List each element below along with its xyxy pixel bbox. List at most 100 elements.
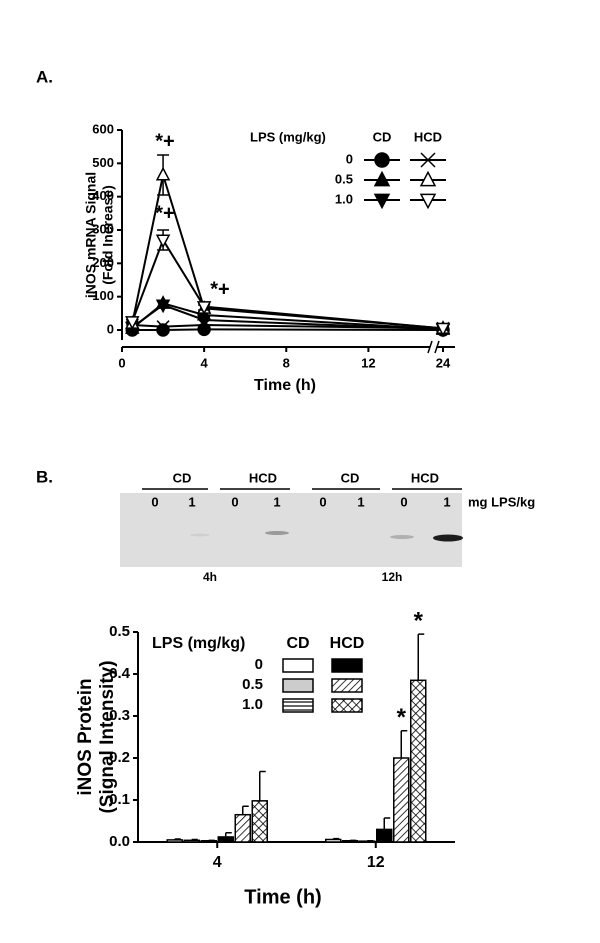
x-tick-label: 4: [213, 854, 222, 871]
legend-row: 0: [255, 656, 263, 673]
annotation: *: [397, 704, 407, 731]
x-tick-label: 4: [201, 355, 209, 370]
axis-break: [427, 340, 433, 354]
y-tick-label: 500: [92, 155, 114, 170]
legend-swatch: [282, 698, 314, 713]
y-axis-label: (Fold Increase): [100, 185, 116, 285]
panel-label: A.: [36, 67, 53, 86]
y-tick-label: 200: [92, 255, 114, 270]
bar: [217, 836, 234, 843]
y-tick-label: 100: [92, 288, 114, 303]
legend-marker: [419, 170, 437, 187]
series-line: [132, 328, 444, 331]
legend-marker: [373, 170, 391, 187]
blot-dose: 1: [273, 494, 280, 509]
axis-break: [434, 340, 440, 354]
legend-title: LPS (mg/kg): [250, 129, 326, 144]
marker: [196, 314, 212, 329]
error-bar: [383, 817, 391, 830]
blot-time: 12h: [382, 570, 403, 584]
legend-marker: [420, 152, 436, 168]
panel-label: B.: [36, 467, 53, 486]
x-axis-label: Time (h): [244, 886, 321, 908]
y-tick-label: 0.0: [109, 833, 130, 850]
legend-marker: [374, 152, 390, 168]
y-tick-label: 0.5: [109, 623, 130, 640]
bar: [325, 838, 342, 843]
x-tick-label: 0: [118, 355, 125, 370]
legend-marker: [419, 193, 437, 210]
blot-unit: mg LPS/kg: [468, 494, 535, 509]
y-tick-label: 0.1: [109, 791, 130, 808]
legend-row: 0: [346, 151, 353, 166]
series-line: [131, 237, 444, 330]
y-tick-label: 0: [107, 321, 114, 336]
bar: [200, 839, 217, 843]
bar: [359, 840, 376, 843]
legend-row: 0.5: [242, 676, 263, 693]
blot-dose: 1: [188, 494, 195, 509]
error-bar: [259, 770, 266, 801]
legend-swatch: [331, 678, 363, 693]
blot-group: HCD: [249, 470, 277, 485]
y-tick-label: 400: [92, 188, 114, 203]
y-tick-label: 600: [92, 121, 114, 136]
x-tick-label: 24: [436, 355, 451, 370]
blot-group: CD: [341, 470, 360, 485]
blot-time: 4h: [203, 570, 217, 584]
legend-marker: [373, 193, 391, 210]
y-tick-label: 0.4: [109, 665, 131, 682]
blot-dose: 0: [400, 494, 407, 509]
series-line: [131, 174, 444, 330]
blot-band: [190, 533, 210, 537]
blot-band: [265, 531, 289, 535]
blot-dose: 0: [151, 494, 158, 509]
blot-band: [433, 534, 463, 542]
x-tick-label: 12: [367, 854, 385, 871]
marker: [125, 316, 140, 330]
marker: [196, 301, 212, 315]
marker: [435, 322, 451, 337]
x-tick-label: 12: [361, 355, 375, 370]
bar: [376, 828, 393, 843]
bar: [393, 757, 410, 843]
marker: [155, 234, 171, 249]
legend-swatch: [331, 698, 363, 713]
legend-column: HCD: [414, 129, 442, 144]
blot-group: CD: [173, 470, 192, 485]
legend-swatch: [282, 658, 314, 673]
marker: [156, 320, 170, 334]
y-axis-label: iNOS mRNA Signal: [83, 172, 99, 298]
blot-group: HCD: [411, 470, 439, 485]
bar: [410, 679, 427, 843]
error-bar: [242, 805, 249, 815]
annotation: *+: [210, 278, 229, 300]
blot-image: [120, 493, 462, 567]
legend-row: 1.0: [335, 191, 353, 206]
marker: [155, 299, 171, 314]
legend-swatch: [282, 678, 314, 693]
bar: [183, 839, 200, 843]
legend-swatch: [331, 658, 363, 673]
bar: [234, 813, 251, 843]
legend-column: HCD: [330, 635, 365, 652]
blot-band: [390, 535, 414, 539]
blot-dose: 0: [319, 494, 326, 509]
legend-row: 0.5: [335, 171, 353, 186]
blot-dose: 1: [357, 494, 364, 509]
series-line: [132, 323, 444, 330]
annotation: *+: [155, 130, 174, 152]
y-tick-label: 0.3: [109, 707, 130, 724]
legend-column: CD: [286, 635, 309, 652]
bar: [342, 839, 359, 843]
error-bar: [400, 729, 408, 758]
legend-row: 1.0: [242, 696, 263, 713]
x-axis-label: Time (h): [254, 377, 316, 394]
annotation: *+: [155, 202, 174, 224]
y-axis-label: (Signal Intensity): [97, 660, 118, 813]
x-tick-label: 8: [283, 355, 290, 370]
y-tick-label: 0.2: [109, 749, 130, 766]
marker: [155, 166, 171, 181]
